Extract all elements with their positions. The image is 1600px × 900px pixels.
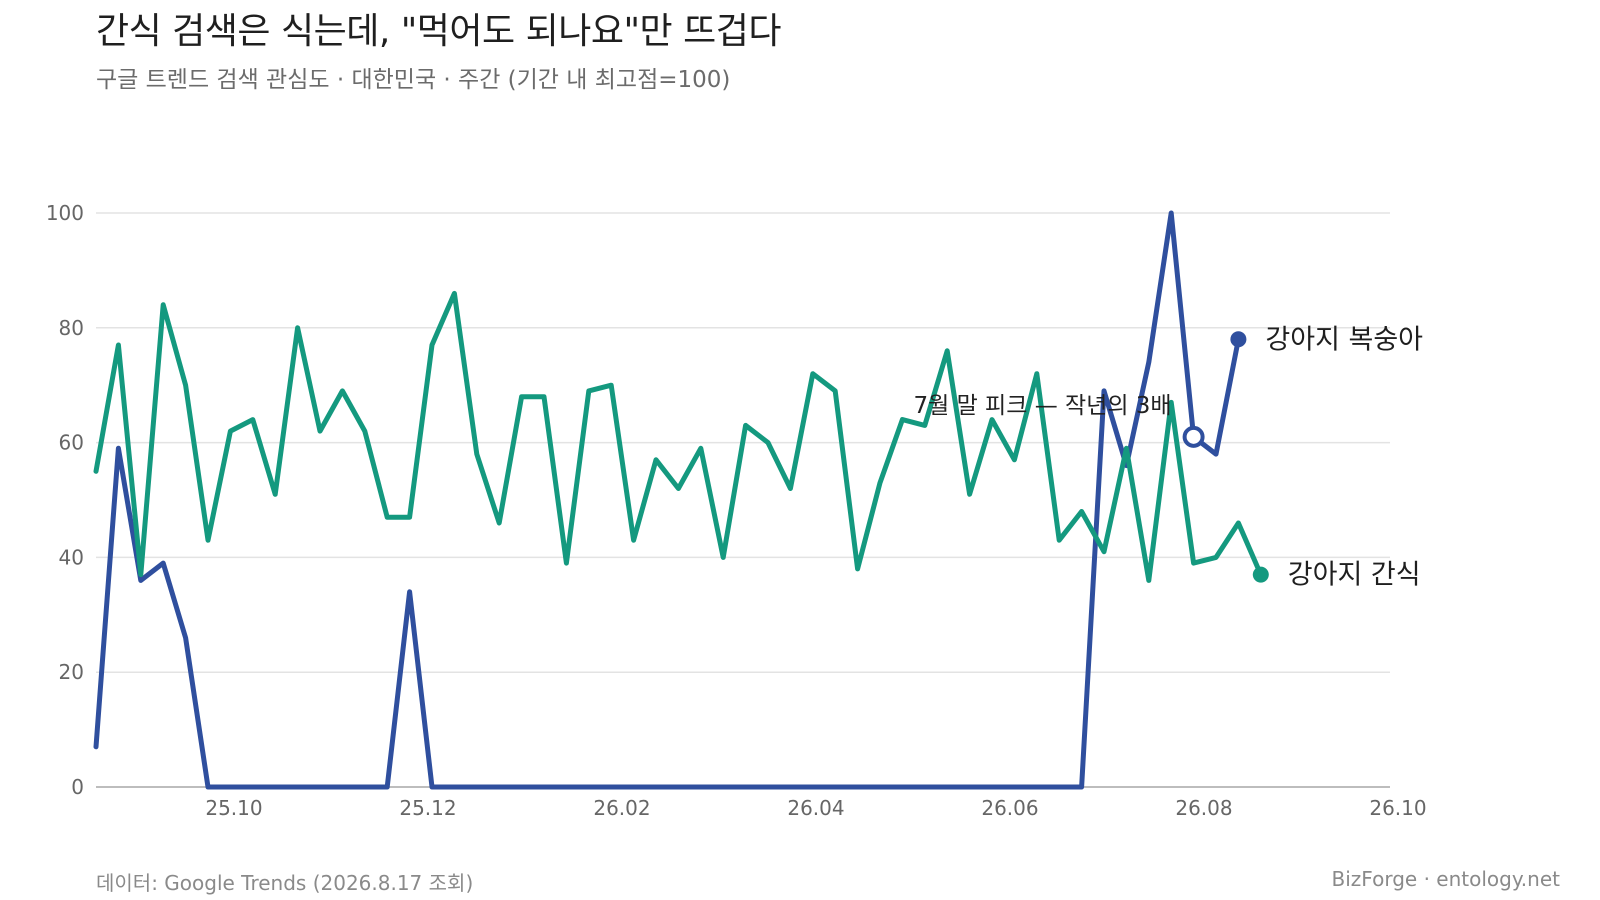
peak-annotation: 7월 말 피크 — 작년의 3배	[913, 393, 1171, 419]
y-tick-label: 40	[59, 545, 84, 569]
x-tick-label: 26.02	[593, 796, 650, 820]
peak-marker	[1182, 425, 1205, 448]
series-lines	[93, 210, 1264, 790]
chart-subtitle: 구글 트렌드 검색 관심도 · 대한민국 · 주간 (기간 내 최고점=100)	[96, 67, 731, 93]
y-tick-label: 60	[59, 431, 84, 455]
y-tick-label: 0	[71, 775, 84, 799]
x-tick-label: 26.06	[981, 796, 1038, 820]
y-tick-label: 100	[46, 201, 84, 225]
x-tick-label: 26.04	[787, 796, 844, 820]
series-line	[93, 210, 1241, 790]
series-label: 강아지 간식	[1288, 560, 1421, 591]
series-end-marker	[1252, 566, 1269, 583]
series-end-marker	[1230, 331, 1247, 348]
chart-title: 간식 검색은 식는데, "먹어도 되나요"만 뜨겁다	[96, 11, 781, 52]
x-tick-label: 25.10	[205, 796, 262, 820]
data-source: 데이터: Google Trends (2026.8.17 조회)	[96, 871, 474, 895]
y-tick-label: 80	[59, 316, 84, 340]
grid-lines	[96, 212, 1390, 788]
series-line	[93, 290, 1264, 583]
x-tick-label: 26.08	[1175, 796, 1232, 820]
y-axis-ticks: 0 20 40 60 80 100	[46, 201, 84, 799]
credit: BizForge · entology.net	[1331, 867, 1560, 891]
x-tick-label: 26.10	[1369, 796, 1426, 820]
x-tick-label: 25.12	[399, 796, 456, 820]
series-label: 강아지 복숭아	[1265, 324, 1423, 355]
x-axis-ticks: 25.10 25.12 26.02 26.04 26.06 26.08 26.10	[205, 796, 1426, 820]
y-tick-label: 20	[59, 660, 84, 684]
